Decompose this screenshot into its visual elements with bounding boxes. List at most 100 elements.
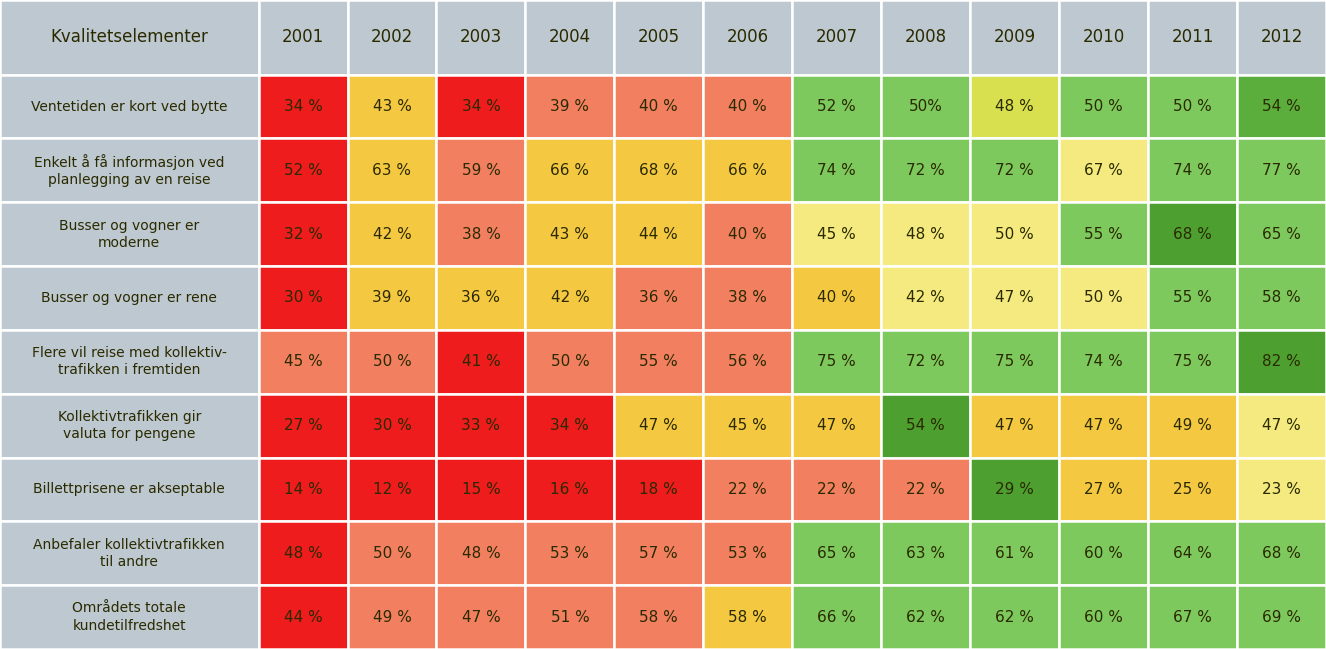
Bar (703, 521, 792, 585)
Text: 50 %: 50 % (996, 227, 1034, 241)
Bar (347, 0, 436, 75)
Text: 48 %: 48 % (907, 227, 945, 241)
Bar (1237, 202, 1326, 266)
Text: 39 %: 39 % (373, 291, 411, 306)
Text: 58 %: 58 % (639, 609, 678, 624)
Text: 40 %: 40 % (728, 227, 768, 241)
Text: 65 %: 65 % (817, 546, 857, 561)
Bar (525, 521, 614, 585)
Bar (703, 138, 792, 202)
Bar (1059, 330, 1148, 394)
Text: 67 %: 67 % (1085, 163, 1123, 178)
Bar (0, 521, 259, 585)
Bar (259, 458, 347, 521)
Text: 54 %: 54 % (1262, 99, 1301, 114)
Bar (436, 266, 525, 330)
Text: 12 %: 12 % (373, 482, 411, 497)
Text: 2006: 2006 (727, 29, 769, 46)
Bar (0, 75, 259, 138)
Bar (347, 75, 436, 138)
Bar (971, 75, 1059, 138)
Bar (1237, 75, 1326, 138)
Bar (614, 585, 703, 649)
Bar (703, 585, 792, 649)
Text: 62 %: 62 % (996, 609, 1034, 624)
Bar (0, 458, 259, 521)
Text: 60 %: 60 % (1085, 609, 1123, 624)
Text: 77 %: 77 % (1262, 163, 1301, 178)
Bar (614, 202, 703, 266)
Text: 50 %: 50 % (550, 354, 589, 369)
Text: 69 %: 69 % (1262, 609, 1301, 624)
Bar (1237, 266, 1326, 330)
Bar (703, 266, 792, 330)
Bar (436, 394, 525, 458)
Text: 50 %: 50 % (373, 546, 411, 561)
Text: 72 %: 72 % (996, 163, 1034, 178)
Bar (971, 266, 1059, 330)
Bar (882, 521, 971, 585)
Text: 52 %: 52 % (284, 163, 322, 178)
Text: 34 %: 34 % (461, 99, 500, 114)
Text: 33 %: 33 % (461, 418, 500, 433)
Bar (525, 266, 614, 330)
Text: Billettprisene er akseptable: Billettprisene er akseptable (33, 482, 225, 496)
Text: 65 %: 65 % (1262, 227, 1301, 241)
Bar (792, 138, 882, 202)
Bar (703, 75, 792, 138)
Bar (436, 202, 525, 266)
Text: 44 %: 44 % (639, 227, 678, 241)
Bar (882, 75, 971, 138)
Bar (1237, 138, 1326, 202)
Text: 47 %: 47 % (996, 418, 1034, 433)
Text: 40 %: 40 % (817, 291, 857, 306)
Text: 60 %: 60 % (1085, 546, 1123, 561)
Bar (525, 0, 614, 75)
Text: 58 %: 58 % (728, 609, 768, 624)
Bar (525, 458, 614, 521)
Bar (0, 202, 259, 266)
Text: 2011: 2011 (1171, 29, 1213, 46)
Bar (792, 0, 882, 75)
Text: 44 %: 44 % (284, 609, 322, 624)
Bar (1237, 0, 1326, 75)
Bar (259, 330, 347, 394)
Bar (971, 458, 1059, 521)
Text: 2008: 2008 (904, 29, 947, 46)
Text: 43 %: 43 % (373, 99, 411, 114)
Text: 42 %: 42 % (907, 291, 945, 306)
Text: 72 %: 72 % (907, 354, 945, 369)
Bar (525, 330, 614, 394)
Bar (882, 202, 971, 266)
Text: 41 %: 41 % (461, 354, 500, 369)
Text: Flere vil reise med kollektiv-
trafikken i fremtiden: Flere vil reise med kollektiv- trafikken… (32, 346, 227, 378)
Text: 15 %: 15 % (461, 482, 500, 497)
Text: 36 %: 36 % (639, 291, 679, 306)
Bar (1059, 521, 1148, 585)
Bar (347, 458, 436, 521)
Text: 27 %: 27 % (1085, 482, 1123, 497)
Bar (1059, 585, 1148, 649)
Bar (1059, 394, 1148, 458)
Bar (436, 0, 525, 75)
Text: 47 %: 47 % (1262, 418, 1301, 433)
Bar (792, 585, 882, 649)
Text: 2005: 2005 (638, 29, 680, 46)
Text: 14 %: 14 % (284, 482, 322, 497)
Bar (1237, 521, 1326, 585)
Bar (436, 138, 525, 202)
Text: 30 %: 30 % (284, 291, 322, 306)
Bar (0, 394, 259, 458)
Bar (436, 585, 525, 649)
Text: 64 %: 64 % (1174, 546, 1212, 561)
Bar (614, 266, 703, 330)
Bar (1148, 330, 1237, 394)
Text: 22 %: 22 % (817, 482, 857, 497)
Bar (792, 266, 882, 330)
Text: 53 %: 53 % (550, 546, 589, 561)
Bar (614, 75, 703, 138)
Text: 67 %: 67 % (1174, 609, 1212, 624)
Bar (1059, 138, 1148, 202)
Text: 22 %: 22 % (728, 482, 768, 497)
Text: 55 %: 55 % (1085, 227, 1123, 241)
